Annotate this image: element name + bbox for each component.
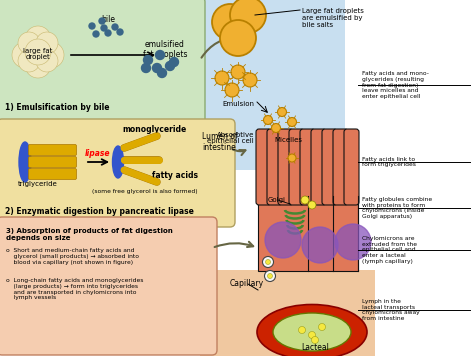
Text: Lacteal: Lacteal	[301, 344, 329, 352]
Circle shape	[25, 52, 51, 78]
Circle shape	[25, 26, 51, 52]
Circle shape	[112, 24, 118, 30]
Text: monoglyceride: monoglyceride	[123, 126, 187, 135]
Circle shape	[264, 271, 275, 282]
Circle shape	[299, 326, 306, 334]
Text: Large fat droplets
are emulsified by
bile salts: Large fat droplets are emulsified by bil…	[302, 8, 364, 28]
Circle shape	[144, 56, 153, 64]
Circle shape	[153, 63, 162, 73]
Circle shape	[101, 25, 107, 31]
Circle shape	[215, 71, 229, 85]
Ellipse shape	[257, 304, 367, 356]
Circle shape	[93, 31, 99, 37]
Circle shape	[18, 32, 40, 54]
Circle shape	[89, 23, 95, 29]
FancyBboxPatch shape	[344, 129, 359, 205]
FancyBboxPatch shape	[322, 129, 337, 205]
FancyBboxPatch shape	[28, 145, 76, 156]
FancyBboxPatch shape	[200, 0, 345, 170]
Text: Golgi: Golgi	[268, 197, 286, 203]
Circle shape	[225, 83, 239, 97]
Text: o  Short and medium-chain fatty acids and
    glycerol (small products) → absorb: o Short and medium-chain fatty acids and…	[6, 248, 139, 265]
Circle shape	[308, 201, 316, 209]
Circle shape	[319, 324, 326, 330]
Circle shape	[12, 42, 38, 68]
Text: 1) Emulsification by bile: 1) Emulsification by bile	[5, 104, 109, 112]
Circle shape	[301, 196, 309, 204]
Bar	[258, 130, 358, 310]
Circle shape	[212, 4, 248, 40]
Text: Fatty acids and mono-
glycerides (resulting
from fat digestion)
leave micelles a: Fatty acids and mono- glycerides (result…	[362, 71, 429, 99]
Circle shape	[36, 50, 58, 72]
FancyBboxPatch shape	[28, 157, 76, 168]
Circle shape	[309, 331, 316, 339]
Circle shape	[265, 260, 271, 265]
Circle shape	[18, 50, 40, 72]
Text: lipase: lipase	[85, 150, 111, 158]
Text: Micelles: Micelles	[274, 137, 302, 143]
FancyBboxPatch shape	[28, 168, 76, 179]
Text: Fatty acids link to
form triglycerides: Fatty acids link to form triglycerides	[362, 157, 416, 167]
FancyBboxPatch shape	[300, 129, 315, 205]
FancyBboxPatch shape	[278, 129, 293, 205]
Circle shape	[272, 124, 281, 132]
FancyBboxPatch shape	[311, 129, 326, 205]
Ellipse shape	[19, 142, 31, 182]
Circle shape	[142, 63, 151, 73]
Circle shape	[231, 65, 245, 79]
Text: 2) Enzymatic digestion by pancreatic lipase: 2) Enzymatic digestion by pancreatic lip…	[5, 208, 194, 216]
Circle shape	[267, 273, 273, 278]
Text: triglyceride: triglyceride	[18, 181, 58, 187]
Circle shape	[288, 154, 296, 162]
Text: o  Long-chain fatty acids and monoglycerides
    (large products) → form into tr: o Long-chain fatty acids and monoglyceri…	[6, 278, 143, 300]
Circle shape	[265, 222, 301, 258]
Text: emulsified
fat droplets: emulsified fat droplets	[143, 40, 187, 59]
Text: fatty acids: fatty acids	[152, 172, 198, 180]
Circle shape	[157, 68, 166, 78]
Ellipse shape	[112, 146, 124, 178]
Text: Lumen of
intestine: Lumen of intestine	[202, 132, 237, 152]
Circle shape	[36, 32, 58, 54]
Text: Chylomicrons are
extruded from the
epithelial cell and
enter a lacteal
(lymph ca: Chylomicrons are extruded from the epith…	[362, 236, 417, 264]
Bar	[258, 196, 358, 271]
Circle shape	[99, 18, 105, 24]
Circle shape	[335, 224, 371, 260]
Text: Emulsion: Emulsion	[222, 101, 254, 107]
Circle shape	[155, 51, 164, 59]
FancyBboxPatch shape	[333, 129, 348, 205]
Circle shape	[263, 257, 273, 267]
Circle shape	[25, 39, 51, 65]
FancyBboxPatch shape	[0, 217, 217, 355]
Circle shape	[277, 108, 286, 116]
Text: Absorptive
epithelial cell: Absorptive epithelial cell	[207, 131, 254, 145]
Ellipse shape	[273, 313, 351, 351]
Text: large fat
droplet: large fat droplet	[23, 47, 53, 61]
Circle shape	[38, 42, 64, 68]
Circle shape	[302, 227, 338, 263]
Circle shape	[243, 73, 257, 87]
FancyBboxPatch shape	[0, 0, 205, 125]
FancyBboxPatch shape	[256, 129, 271, 205]
Circle shape	[105, 30, 111, 36]
Circle shape	[311, 336, 319, 344]
Circle shape	[220, 20, 256, 56]
Text: Fatty globules combine
with proteins to form
chylomicrons (inside
Golgi apparatu: Fatty globules combine with proteins to …	[362, 197, 432, 219]
Text: 3) Absorption of products of fat digestion
depends on size: 3) Absorption of products of fat digesti…	[6, 228, 173, 241]
FancyBboxPatch shape	[267, 129, 282, 205]
Circle shape	[288, 117, 297, 126]
Circle shape	[264, 115, 273, 125]
Text: (some free glycerol is also formed): (some free glycerol is also formed)	[92, 189, 198, 194]
Text: Capillary: Capillary	[230, 279, 264, 288]
Bar	[200, 270, 375, 356]
FancyBboxPatch shape	[289, 129, 304, 205]
FancyBboxPatch shape	[0, 119, 235, 227]
Circle shape	[230, 0, 266, 33]
Circle shape	[165, 62, 174, 70]
Circle shape	[170, 58, 179, 67]
Text: bile: bile	[101, 16, 115, 25]
Text: Lymph in the
lacteal transports
chylomicrons away
from intestine: Lymph in the lacteal transports chylomic…	[362, 299, 419, 321]
Circle shape	[117, 29, 123, 35]
